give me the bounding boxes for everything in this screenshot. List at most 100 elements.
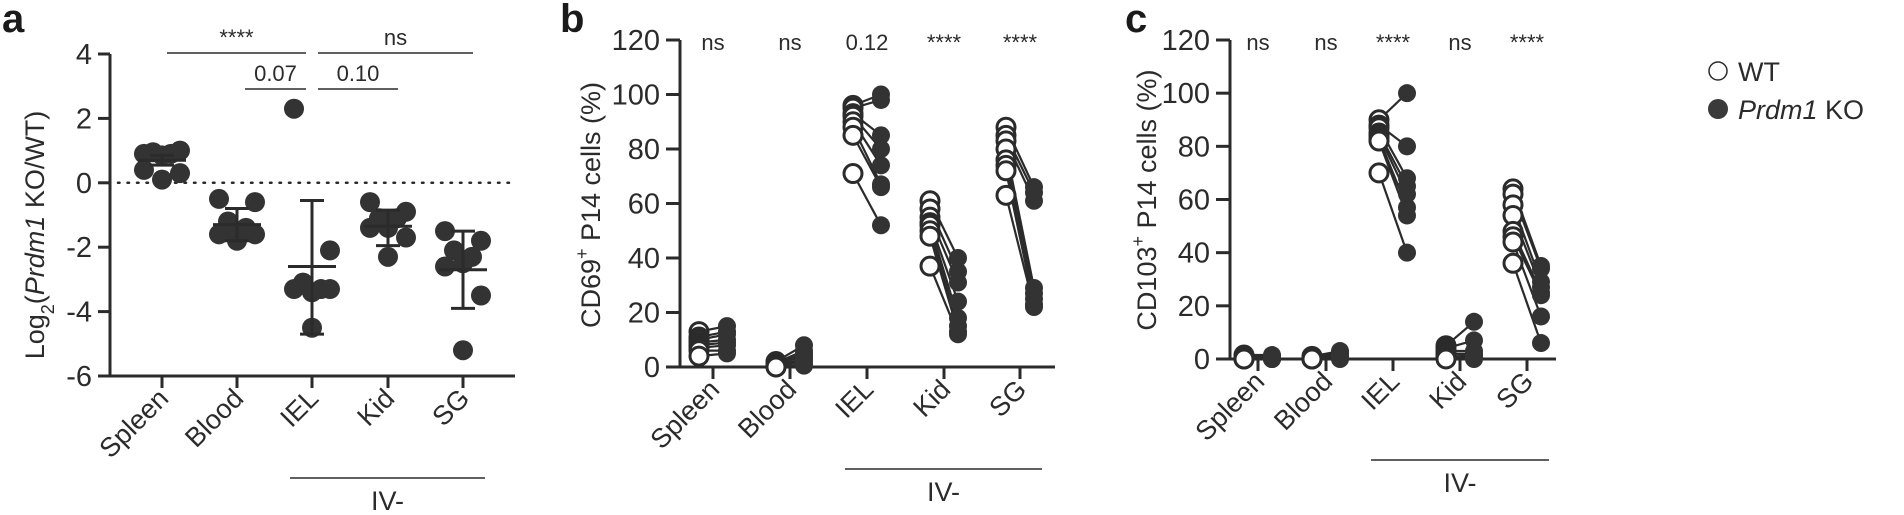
y-tick-label: 4 xyxy=(76,39,92,71)
data-point xyxy=(245,192,265,213)
ko-data-point xyxy=(1532,259,1550,278)
panel-c-y-axis-title: CD103+ P14 cells (%) xyxy=(1128,69,1162,330)
x-category-label: IEL xyxy=(829,374,879,424)
ko-data-point xyxy=(1465,312,1483,331)
x-category-label: SG xyxy=(426,383,475,432)
ko-data-point xyxy=(872,140,890,158)
data-point xyxy=(435,256,455,277)
wt-data-point xyxy=(919,255,941,277)
y-tick-label: 120 xyxy=(612,25,660,57)
panel-label-a: a xyxy=(2,0,25,41)
ko-data-point xyxy=(1398,243,1416,262)
ko-data-point xyxy=(1398,84,1416,103)
x-category-label: Blood xyxy=(732,374,802,444)
svg-text:CD103+ P14 cells (%): CD103+ P14 cells (%) xyxy=(1128,69,1162,330)
significance-label: ns xyxy=(384,25,407,50)
ko-data-point xyxy=(718,344,736,363)
data-point xyxy=(435,221,455,242)
data-point xyxy=(320,240,340,261)
y-tick-label: -2 xyxy=(66,232,92,264)
wt-data-point xyxy=(1301,348,1323,370)
wt-data-point xyxy=(1368,162,1390,184)
panel-a-iv-neg-bracket: IV- xyxy=(290,477,485,515)
y-tick-label: -4 xyxy=(66,297,92,329)
data-point xyxy=(396,227,416,248)
y-tick-label: 60 xyxy=(1178,185,1210,217)
data-point xyxy=(360,217,380,238)
y-tick-label: 2 xyxy=(76,103,92,135)
x-category-label: Blood xyxy=(1268,366,1338,436)
x-category-label: Spleen xyxy=(94,383,175,464)
y-tick-label: 40 xyxy=(628,243,660,275)
significance-label: 0.12 xyxy=(846,30,889,55)
ko-data-point xyxy=(949,292,967,311)
ko-data-point xyxy=(1532,286,1550,305)
wt-data-point xyxy=(688,345,710,367)
ko-data-point xyxy=(1398,185,1416,204)
ko-data-point xyxy=(872,156,890,175)
wt-data-point xyxy=(765,356,787,378)
panel-b-iv-neg-bracket: IV- xyxy=(845,468,1042,507)
ko-data-point xyxy=(795,356,813,375)
ko-data-point xyxy=(1398,206,1416,225)
ko-data-point xyxy=(949,249,967,267)
svg-text:Prdm1 KO: Prdm1 KO xyxy=(1738,95,1864,125)
data-point xyxy=(245,224,265,245)
open-circle-marker-icon xyxy=(1708,61,1728,81)
panel-a-significance-brackets: **** ns 0.07 0.10 xyxy=(167,25,473,90)
data-point xyxy=(134,159,154,180)
y-tick-label: -6 xyxy=(66,361,92,393)
ko-data-point xyxy=(1263,350,1281,368)
wt-data-point xyxy=(1435,348,1457,370)
significance-label: 0.07 xyxy=(254,61,297,86)
wt-data-point xyxy=(1502,231,1524,253)
panel-b-data-points xyxy=(688,85,1043,378)
y-tick-label: 60 xyxy=(628,189,660,221)
y-tick-label: 40 xyxy=(1178,238,1210,270)
ko-data-point xyxy=(1532,307,1550,326)
wt-data-point xyxy=(842,124,864,146)
y-tick-label: 80 xyxy=(1178,131,1210,163)
ko-data-point xyxy=(872,216,890,235)
significance-label: ns xyxy=(778,30,801,55)
y-tick-label: 20 xyxy=(1178,291,1210,323)
panel-a-category-labels: Spleen Blood IEL Kid SG xyxy=(94,383,476,464)
x-category-label: Spleen xyxy=(645,374,726,455)
data-point xyxy=(453,340,473,361)
x-category-label: SG xyxy=(1490,366,1539,415)
significance-label: ns xyxy=(1314,30,1337,55)
filled-circle-marker-icon xyxy=(1708,99,1728,119)
y-tick-label: 120 xyxy=(1162,25,1210,57)
iv-neg-label: IV- xyxy=(927,477,960,507)
wt-data-point xyxy=(1502,252,1524,274)
data-point xyxy=(320,279,340,300)
y-tick-label: 0 xyxy=(76,168,92,200)
panel-a-y-axis-title: Log2(Prdm1 KO/WT) xyxy=(20,111,58,360)
ko-data-point xyxy=(872,90,890,109)
ko-data-point xyxy=(1025,298,1043,317)
wt-data-point xyxy=(1233,348,1255,370)
significance-label: **** xyxy=(927,30,962,55)
panel-label-b: b xyxy=(560,0,584,41)
significance-label: ns xyxy=(701,30,724,55)
x-category-label: Blood xyxy=(179,383,249,453)
data-point xyxy=(284,98,304,119)
y-tick-label: 100 xyxy=(1162,78,1210,110)
iv-neg-label: IV- xyxy=(371,486,404,515)
wt-data-point xyxy=(995,184,1017,206)
ko-data-point xyxy=(949,273,967,292)
significance-label: **** xyxy=(219,25,254,50)
y-tick-label: 0 xyxy=(1194,344,1210,376)
panel-b-y-axis-title: CD69+ P14 cells (%) xyxy=(572,82,606,328)
ko-data-point xyxy=(1025,191,1043,210)
ko-data-point xyxy=(872,126,890,145)
ko-data-point xyxy=(1465,350,1483,368)
ko-data-point xyxy=(1398,137,1416,156)
legend-item-prdm1-ko: Prdm1 KO xyxy=(1708,95,1864,125)
data-point xyxy=(152,169,172,190)
significance-label: **** xyxy=(1376,30,1411,55)
